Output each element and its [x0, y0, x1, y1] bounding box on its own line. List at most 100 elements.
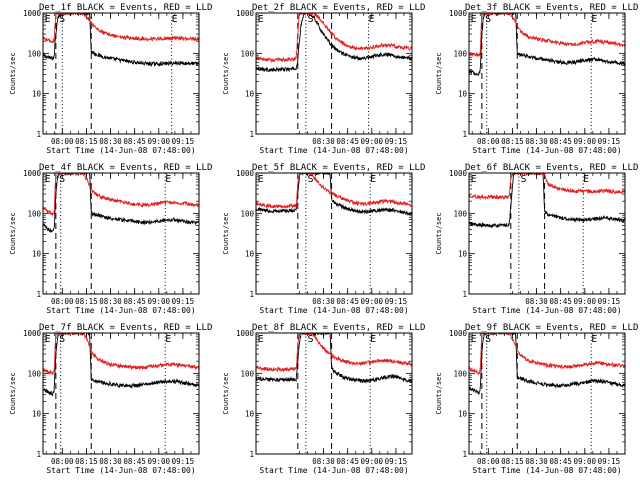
x-tick-label: 08:30	[312, 297, 335, 306]
series-line-events	[43, 333, 199, 397]
x-tick-label: 09:00	[148, 137, 171, 146]
y-tick-label: 10	[32, 410, 42, 419]
x-tick-label: 09:15	[172, 457, 195, 466]
plot-frame	[468, 332, 626, 455]
chart-panel-2: Det_2f BLACK = Events, RED = LLD 1 10 100 10…	[222, 3, 425, 155]
marker-label-e: E	[370, 334, 376, 345]
x-tick-label: 08:00	[51, 457, 74, 466]
chart-panel-4: Det_4f BLACK = Events, RED = LLD 1 10 100 10…	[9, 163, 212, 315]
plot-frame	[468, 12, 626, 135]
x-tick-label: 08:45	[123, 297, 146, 306]
y-tick-label: 10	[32, 90, 42, 99]
series-line-lld	[43, 333, 199, 376]
y-tick-label: 1	[249, 290, 254, 299]
x-tick-label: 08:45	[549, 457, 572, 466]
chart-panel-6: Det_6f BLACK = Events, RED = LLD 1 10 100 10…	[435, 163, 638, 315]
chart-panel-8: Det_8f BLACK = Events, RED = LLD 1 10 100 10…	[222, 323, 425, 475]
y-tick-label: 1	[36, 450, 41, 459]
chart-panel-3: Det_3f BLACK = Events, RED = LLD 1 10 100 10…	[435, 3, 638, 155]
y-tick-label: 1	[249, 130, 254, 139]
y-axis-label: Counts/sec	[435, 212, 443, 254]
marker-label-s: S	[307, 14, 313, 25]
y-tick-label: 1	[462, 450, 467, 459]
x-tick-label: 08:00	[477, 457, 500, 466]
x-tick-label: 08:00	[51, 297, 74, 306]
y-tick-label: 1000	[23, 9, 42, 18]
x-axis-label: Start Time (14-Jun-08 07:48:00)	[259, 146, 408, 155]
y-tick-label: 10	[245, 410, 255, 419]
y-axis-label: Counts/sec	[222, 372, 230, 414]
chart-panel-7: Det_7f BLACK = Events, RED = LLD 1 10 100 10…	[9, 323, 212, 475]
y-tick-label: 100	[27, 369, 41, 378]
x-tick-label: 08:15	[75, 137, 98, 146]
x-tick-label: 08:30	[99, 297, 122, 306]
x-tick-label: 08:45	[549, 297, 572, 306]
y-tick-label: 1	[462, 130, 467, 139]
marker-label-e: E	[165, 334, 171, 345]
x-tick-label: 08:00	[477, 137, 500, 146]
y-axis-label: Counts/sec	[9, 52, 17, 94]
x-axis-label: Start Time (14-Jun-08 07:48:00)	[472, 466, 621, 475]
x-tick-label: 08:30	[525, 297, 548, 306]
y-tick-label: 1000	[23, 169, 42, 178]
series-line-lld	[256, 173, 412, 209]
x-axis-label: Start Time (14-Jun-08 07:48:00)	[472, 146, 621, 155]
marker-label-s: S	[520, 174, 526, 185]
x-tick-label: 08:30	[525, 137, 548, 146]
marker-label-s: S	[59, 174, 65, 185]
x-axis-label: Start Time (14-Jun-08 07:48:00)	[259, 466, 408, 475]
y-tick-label: 1000	[449, 329, 468, 338]
x-tick-label: 09:00	[361, 137, 384, 146]
marker-label-e: E	[471, 334, 477, 345]
y-axis-label: Counts/sec	[435, 52, 443, 94]
y-tick-label: 100	[453, 209, 467, 218]
x-tick-label: 08:00	[51, 137, 74, 146]
x-tick-label: 08:30	[312, 457, 335, 466]
y-tick-label: 100	[27, 209, 41, 218]
x-tick-label: 09:15	[385, 457, 408, 466]
x-tick-label: 09:00	[574, 137, 597, 146]
x-tick-label: 08:30	[99, 457, 122, 466]
series-line-lld	[43, 173, 199, 217]
marker-label-e: E	[45, 14, 51, 25]
y-axis-label: Counts/sec	[9, 212, 17, 254]
y-tick-label: 1	[36, 290, 41, 299]
x-tick-label: 09:00	[361, 297, 384, 306]
x-axis-label: Start Time (14-Jun-08 07:48:00)	[259, 306, 408, 315]
marker-label-e: E	[45, 334, 51, 345]
chart-panel-5: Det_5f BLACK = Events, RED = LLD 1 10 100 10…	[222, 163, 425, 315]
plot-frame	[255, 172, 413, 295]
marker-label-s: S	[59, 334, 65, 345]
marker-label-e: E	[258, 14, 264, 25]
y-tick-label: 10	[245, 90, 255, 99]
marker-label-e: E	[165, 174, 171, 185]
y-tick-label: 1	[36, 130, 41, 139]
marker-label-e: E	[583, 174, 589, 185]
y-tick-label: 100	[27, 49, 41, 58]
x-tick-label: 09:00	[574, 457, 597, 466]
panel-title: Det_6f BLACK = Events, RED = LLD	[465, 163, 638, 173]
x-tick-label: 09:15	[172, 297, 195, 306]
y-tick-label: 1000	[236, 169, 255, 178]
series-line-events	[256, 173, 412, 217]
x-tick-label: 08:30	[525, 457, 548, 466]
x-tick-label: 09:15	[172, 137, 195, 146]
marker-label-s: S	[59, 14, 65, 25]
x-tick-label: 08:45	[336, 137, 359, 146]
series-line-events	[469, 173, 625, 229]
x-tick-label: 09:00	[361, 457, 384, 466]
series-line-events	[43, 173, 199, 233]
series-line-lld	[43, 13, 199, 44]
marker-label-e: E	[45, 174, 51, 185]
panel-title: Det_8f BLACK = Events, RED = LLD	[252, 323, 425, 333]
y-tick-label: 1000	[236, 9, 255, 18]
x-tick-label: 08:15	[75, 297, 98, 306]
series-line-lld	[256, 13, 412, 64]
x-tick-label: 08:15	[75, 457, 98, 466]
panel-title: Det_9f BLACK = Events, RED = LLD	[465, 323, 638, 333]
y-tick-label: 1000	[23, 329, 42, 338]
series-line-events	[469, 333, 625, 396]
x-tick-label: 08:45	[336, 297, 359, 306]
y-tick-label: 1	[462, 290, 467, 299]
marker-label-e: E	[591, 334, 597, 345]
